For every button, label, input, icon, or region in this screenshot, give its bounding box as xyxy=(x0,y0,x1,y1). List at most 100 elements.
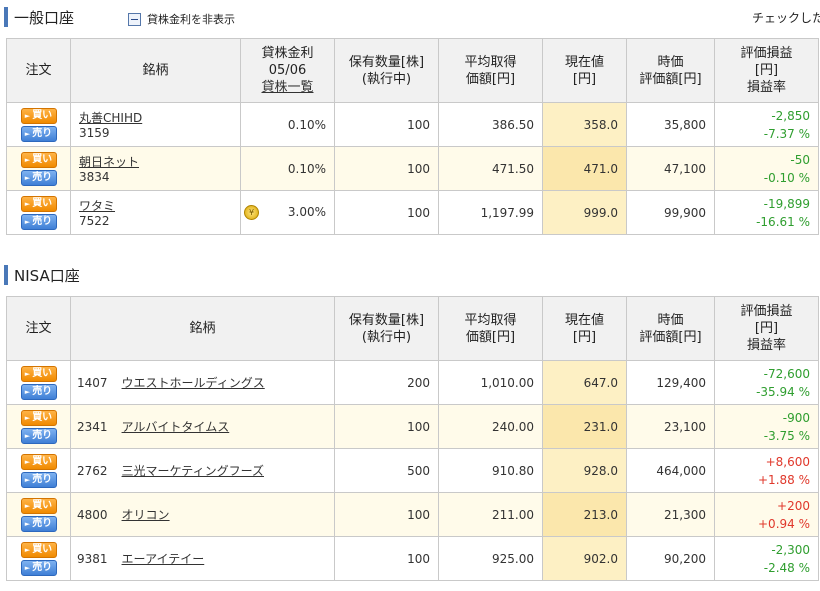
pl-title: 評価損益 xyxy=(740,46,793,61)
stock-link[interactable]: エーアイテイー xyxy=(121,552,205,566)
buy-label: 買い xyxy=(32,499,53,511)
arrow-icon: ► xyxy=(24,563,31,572)
stock-link[interactable]: アルバイトタイムス xyxy=(121,420,230,434)
sell-label: 売り xyxy=(32,127,53,139)
stock-name-cell: 丸善CHIHD 3159 xyxy=(70,102,241,147)
pl-cell: -2,300 -2.48 % xyxy=(714,536,819,581)
buy-label: 買い xyxy=(32,367,53,379)
table-row: ► 買い ► 売り 9381 エーアイテイー 100 925.00 902.0 90,200 -2,… xyxy=(6,536,819,581)
pl-rate: -16.61 % xyxy=(756,214,810,229)
quantity: 100 xyxy=(334,190,439,235)
price-title: 現在値 xyxy=(564,54,604,70)
pl-rate: -3.75 % xyxy=(763,428,810,443)
order-cell: ► 買い ► 売り xyxy=(6,146,71,191)
stock-name-cell: 9381 エーアイテイー xyxy=(70,536,335,581)
market-value: 35,800 xyxy=(626,102,715,147)
market-value: 47,100 xyxy=(626,146,715,191)
buy-label: 買い xyxy=(32,543,53,555)
qty-title: 保有数量[株] xyxy=(348,312,425,328)
pl-amount: -900 xyxy=(782,410,810,425)
quantity: 100 xyxy=(334,536,439,581)
col-qty: 保有数量[株] (執行中) xyxy=(334,296,439,361)
buy-label: 買い xyxy=(32,411,53,423)
price-sub: [円] xyxy=(572,71,597,87)
pl-cell: -19,899 -16.61 % xyxy=(714,190,819,235)
table-row: ► 買い ► 売り 1407 ウエストホールディングス 200 1,010.00 647.0 12… xyxy=(6,360,819,405)
stock-code: 1407 xyxy=(77,376,108,390)
avg-cost: 471.50 xyxy=(438,146,543,191)
avg-cost: 1,010.00 xyxy=(438,360,543,405)
sell-button[interactable]: ► 売り xyxy=(20,213,57,230)
sell-button[interactable]: ► 売り xyxy=(20,383,57,400)
lend-rate: 0.10% xyxy=(240,102,335,147)
avg-title: 平均取得 xyxy=(464,312,517,328)
sell-button[interactable]: ► 売り xyxy=(20,427,57,444)
quantity: 100 xyxy=(334,102,439,147)
pl-amount: -72,600 xyxy=(763,366,810,381)
order-cell: ► 買い ► 売り xyxy=(6,404,71,449)
order-cell: ► 買い ► 売り xyxy=(6,448,71,493)
stock-code: 7522 xyxy=(79,214,110,228)
avg-cost: 240.00 xyxy=(438,404,543,449)
avg-title: 平均取得 xyxy=(464,54,517,70)
section-bar xyxy=(4,265,8,285)
arrow-icon: ► xyxy=(24,501,31,510)
buy-button[interactable]: ► 買い xyxy=(20,107,57,124)
pl-amount: +200 xyxy=(777,498,810,513)
buy-button[interactable]: ► 買い xyxy=(20,195,57,212)
stock-link[interactable]: ワタミ xyxy=(79,199,116,213)
general-account-title: 一般口座 xyxy=(14,8,75,27)
col-order: 注文 xyxy=(6,38,71,103)
lend-rate-title: 貸株金利 xyxy=(261,46,314,61)
arrow-icon: ► xyxy=(24,413,31,422)
current-price: 928.0 xyxy=(542,448,627,493)
buy-button[interactable]: ► 買い xyxy=(20,497,57,514)
col-lend-rate: 貸株金利 05/06 貸株一覧 xyxy=(240,38,335,103)
general-holdings-table: 注文 銘柄 貸株金利 05/06 貸株一覧 保有数量[株] (執行中) 平均取得… xyxy=(6,38,819,235)
hide-lend-rate-toggle[interactable]: 貸株金利を非表示 xyxy=(128,11,235,27)
col-pl: 評価損益 [円] 損益率 xyxy=(714,296,819,361)
lend-list-link[interactable]: 貸株一覧 xyxy=(261,80,314,95)
sell-button[interactable]: ► 売り xyxy=(20,125,57,142)
order-cell: ► 買い ► 売り xyxy=(6,536,71,581)
buy-button[interactable]: ► 買い xyxy=(20,365,57,382)
buy-button[interactable]: ► 買い xyxy=(20,541,57,558)
buy-button[interactable]: ► 買い xyxy=(20,409,57,426)
current-price: 902.0 xyxy=(542,536,627,581)
avg-cost: 910.80 xyxy=(438,448,543,493)
col-avg: 平均取得 価額[円] xyxy=(438,38,543,103)
avg-cost: 925.00 xyxy=(438,536,543,581)
checked-action-label[interactable]: チェックした xyxy=(752,11,820,25)
arrow-icon: ► xyxy=(24,217,31,226)
buy-button[interactable]: ► 買い xyxy=(20,151,57,168)
buy-label: 買い xyxy=(32,455,53,467)
general-account-heading: 一般口座 xyxy=(4,6,74,28)
arrow-icon: ► xyxy=(24,173,31,182)
minus-icon xyxy=(128,12,141,26)
stock-code: 2762 xyxy=(77,464,108,478)
table-row: ► 買い ► 売り 4800 オリコン 100 211.00 213.0 21,300 +200 +0… xyxy=(6,492,819,537)
price-sub: [円] xyxy=(572,329,597,345)
stock-link[interactable]: 丸善CHIHD xyxy=(79,111,143,125)
sell-label: 売り xyxy=(32,517,53,529)
sell-button[interactable]: ► 売り xyxy=(20,515,57,532)
stock-link[interactable]: オリコン xyxy=(121,508,170,522)
coin-icon: ¥ xyxy=(244,205,259,220)
stock-link[interactable]: 三光マーケティングフーズ xyxy=(121,464,264,478)
stock-link[interactable]: 朝日ネット xyxy=(79,155,140,169)
sell-label: 売り xyxy=(32,171,53,183)
stock-code: 3159 xyxy=(79,126,110,140)
pl-amount: -19,899 xyxy=(763,196,810,211)
pl-amount: -50 xyxy=(790,152,810,167)
lend-rate: 0.10% xyxy=(240,146,335,191)
nisa-account-heading: NISA口座 xyxy=(4,264,80,286)
stock-link[interactable]: ウエストホールディングス xyxy=(121,376,265,390)
mv-sub: 評価額[円] xyxy=(639,71,702,87)
avg-cost: 386.50 xyxy=(438,102,543,147)
sell-button[interactable]: ► 売り xyxy=(20,471,57,488)
mv-sub: 評価額[円] xyxy=(639,329,702,345)
sell-button[interactable]: ► 売り xyxy=(20,559,57,576)
buy-button[interactable]: ► 買い xyxy=(20,453,57,470)
sell-button[interactable]: ► 売り xyxy=(20,169,57,186)
sell-label: 売り xyxy=(32,561,53,573)
